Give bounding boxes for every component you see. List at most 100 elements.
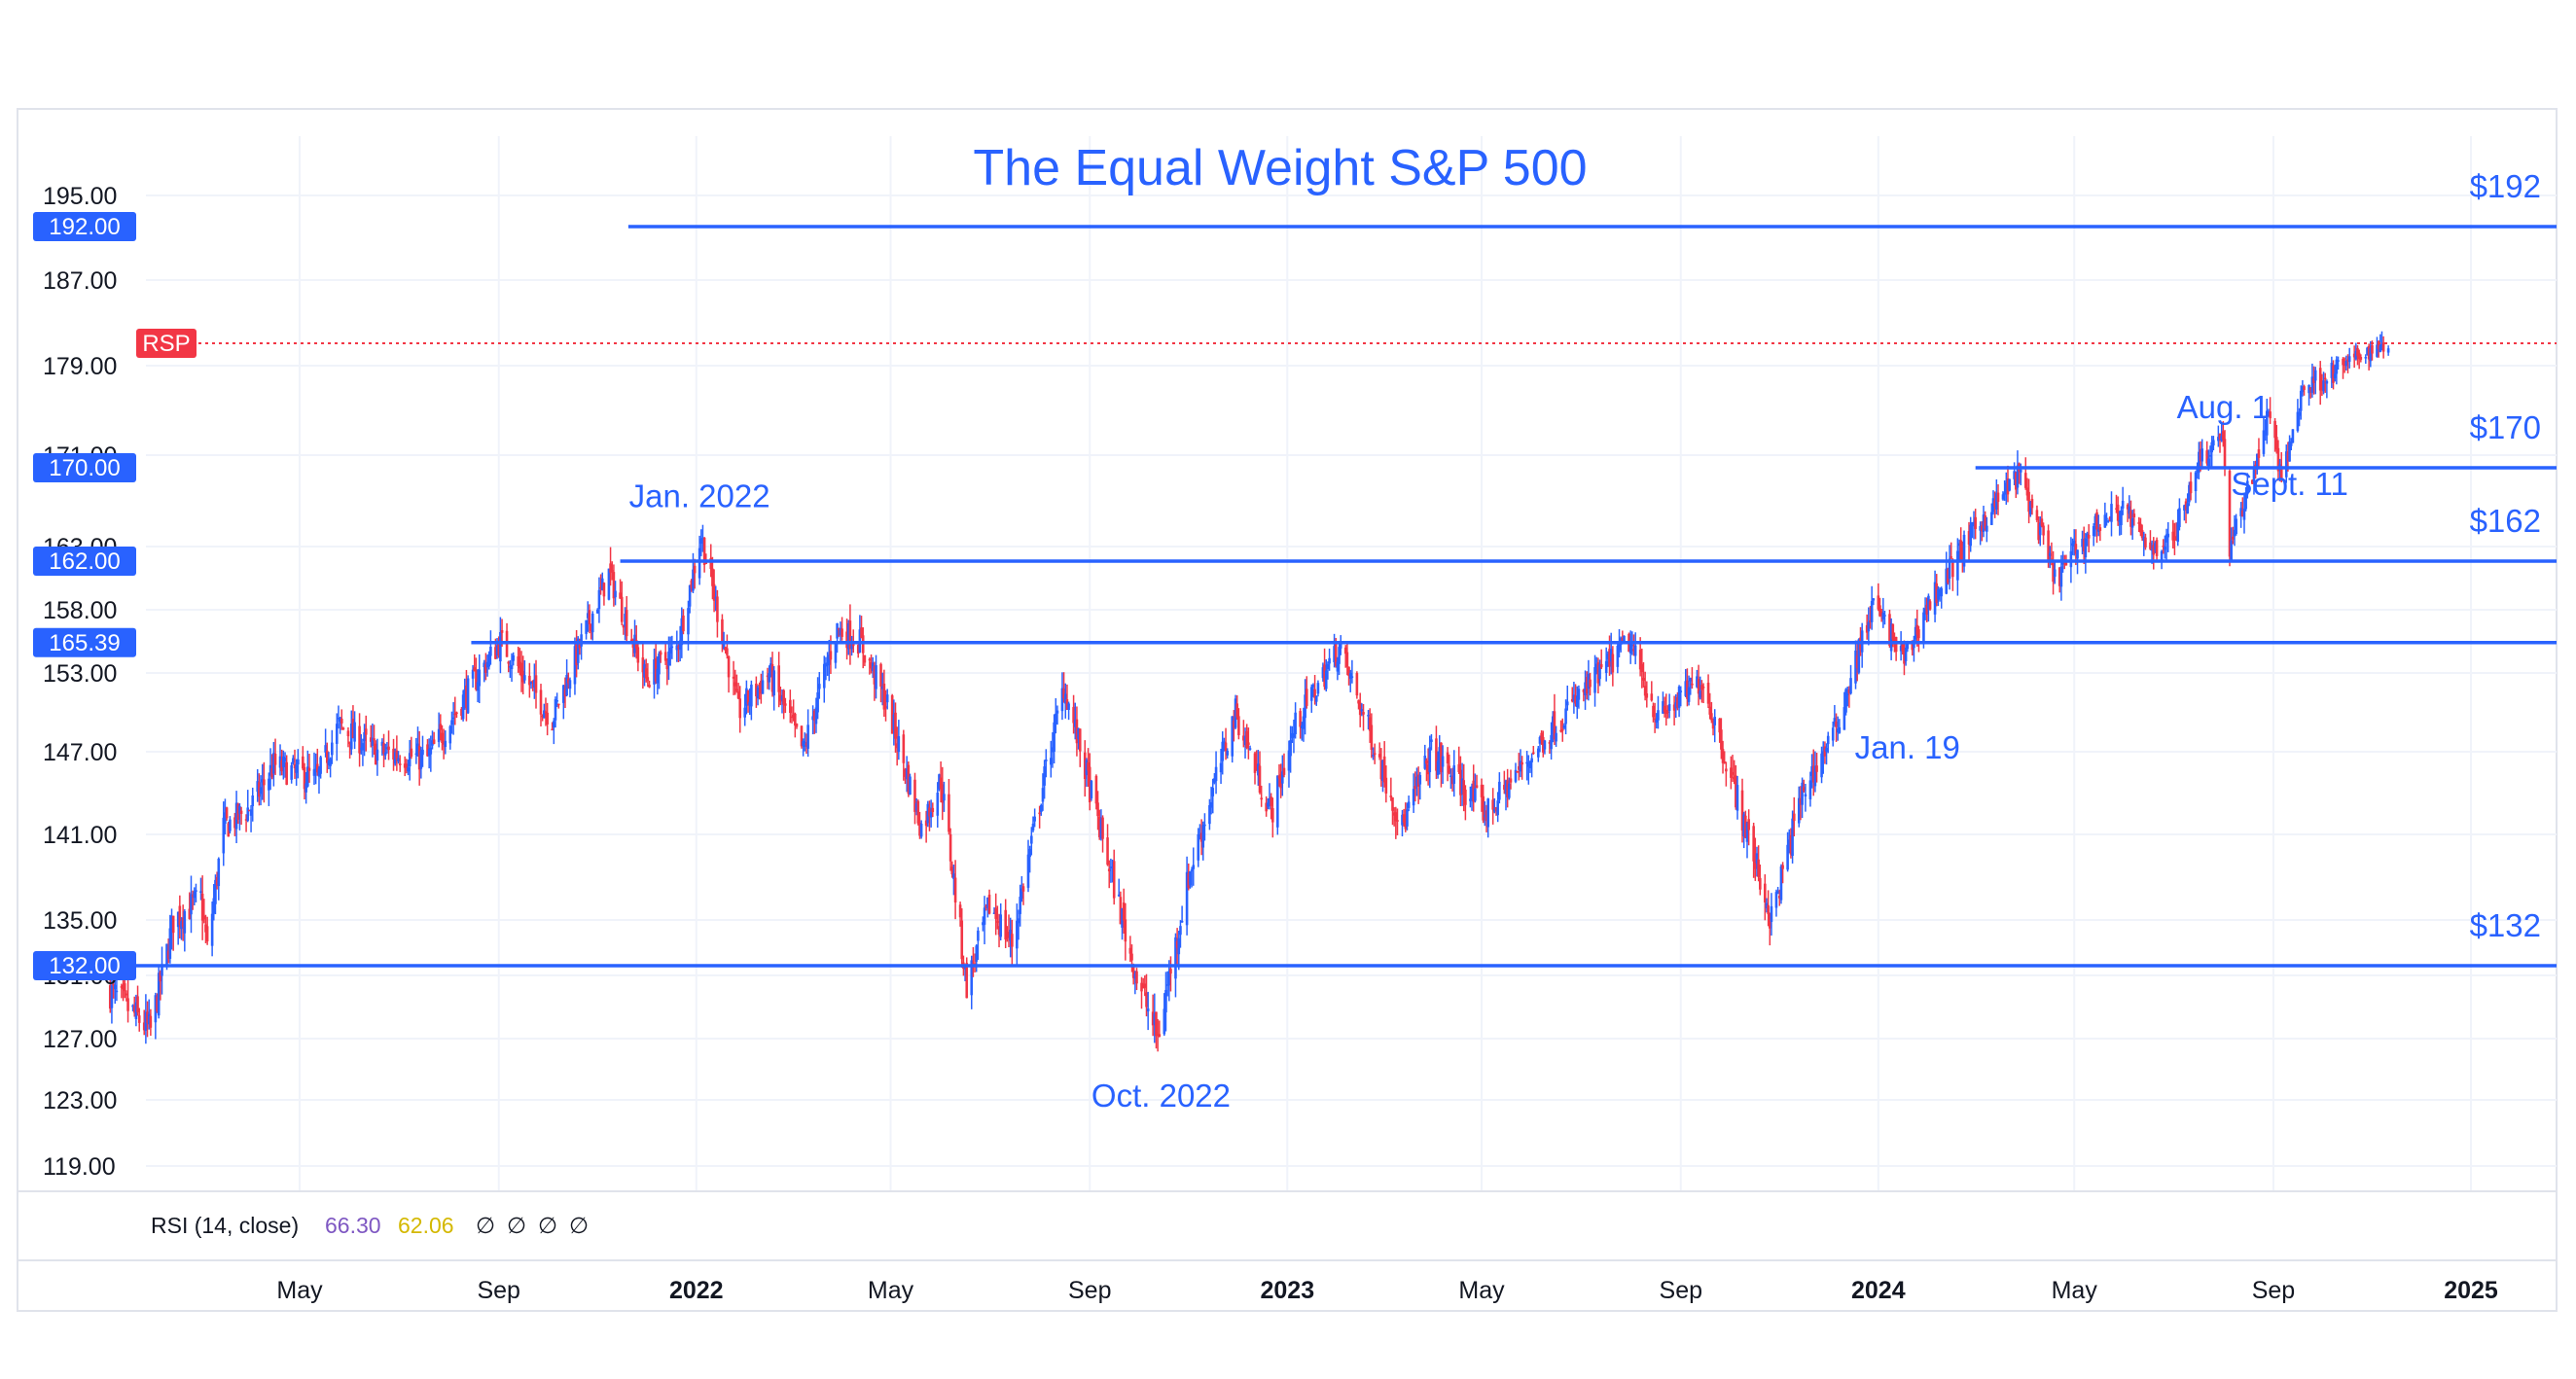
candle-body (2308, 387, 2312, 391)
candle-body (822, 663, 826, 689)
candle-body (1448, 765, 1451, 773)
candle-body (1404, 817, 1408, 830)
candle-body (1097, 817, 1101, 837)
candle-body (1067, 703, 1070, 710)
candle-body (1343, 647, 1347, 654)
candle-body (1917, 629, 1920, 639)
candle-body (588, 610, 591, 625)
candle-body (1551, 716, 1555, 735)
candle-body (1300, 725, 1304, 728)
candle-body (1486, 798, 1489, 828)
candle-body (1130, 953, 1133, 961)
candle-body (721, 619, 724, 644)
candle-body (863, 654, 867, 663)
candle-body (952, 873, 955, 879)
candle-body (1813, 765, 1817, 787)
candle-body (2333, 373, 2337, 378)
candle-body (170, 915, 173, 933)
candle-body (1982, 514, 1986, 532)
candle-body (1611, 654, 1615, 673)
annotation-label: Sept. 11 (2231, 466, 2347, 502)
candle-body (1525, 761, 1528, 764)
candle-body (144, 1011, 148, 1031)
candle-body (112, 984, 115, 986)
candle-body (1996, 492, 2000, 503)
candle-body (1187, 872, 1191, 889)
candle-body (1321, 667, 1325, 679)
candle-body (1903, 649, 1906, 664)
candle-body (512, 654, 516, 661)
candle-body (943, 794, 946, 801)
candle-body (1831, 727, 1835, 741)
candle-body (1527, 762, 1530, 767)
candle-body (1655, 719, 1659, 724)
candle-body (1967, 531, 1971, 545)
candle-body (1991, 498, 1995, 513)
candle-body (1531, 752, 1535, 755)
candle-body (1820, 753, 1823, 778)
candle-body (716, 596, 719, 622)
candle-body (1735, 775, 1737, 808)
candle-body (2288, 441, 2291, 462)
level-badge-label: 162.00 (49, 548, 120, 575)
candle-body (939, 777, 943, 790)
candle-body (1791, 818, 1794, 857)
candle-body (2359, 356, 2363, 360)
candle-body (509, 666, 512, 668)
candle-body (590, 613, 594, 633)
candle-body (1928, 601, 1932, 610)
candle-body (1305, 689, 1308, 706)
candle-body (1781, 865, 1784, 869)
candle-body (483, 662, 486, 668)
candle-body (154, 995, 158, 1023)
candle-body (2337, 360, 2340, 362)
candle-body (461, 694, 465, 720)
candle-body (190, 894, 193, 915)
candle-body (1543, 740, 1547, 750)
candle-body (1140, 982, 1143, 992)
candle-body (528, 675, 531, 686)
candle-body (363, 732, 366, 741)
candle-body (2246, 480, 2249, 495)
candle-body (975, 945, 979, 962)
candle-body (1242, 735, 1245, 741)
candle-body (1121, 907, 1124, 928)
candle-body (568, 680, 572, 690)
level-badge-label: 132.00 (49, 953, 120, 979)
candle-body (1630, 644, 1634, 647)
candle-body (732, 676, 735, 679)
candle-body (1504, 780, 1508, 795)
candle-body (1494, 806, 1498, 811)
candle-body (1564, 708, 1567, 725)
candle-body (2174, 536, 2178, 541)
candle-body (239, 810, 243, 814)
candle-body (1904, 647, 1908, 661)
candle-body (273, 753, 277, 765)
candle-body (987, 894, 991, 914)
candle-body (292, 758, 295, 763)
candle-body (519, 662, 523, 677)
candle-body (1979, 526, 1982, 531)
candle-body (2003, 492, 2006, 495)
rsi-extra-3: ∅ (538, 1213, 557, 1238)
candle-body (1051, 747, 1055, 753)
candle-body (380, 741, 384, 746)
candle-body (1491, 799, 1494, 810)
candle-body (1570, 698, 1574, 702)
candle-body (2166, 533, 2170, 538)
candle-body (2082, 539, 2086, 552)
chart-frame (17, 108, 2558, 1312)
candle-body (1038, 812, 1041, 815)
candle-body (489, 647, 492, 656)
candle-body (1174, 937, 1177, 979)
candle-body (2252, 468, 2256, 482)
candle-body (521, 670, 524, 683)
candle-body (1221, 741, 1225, 761)
candle-body (1993, 500, 1996, 507)
candle-body (1323, 664, 1326, 688)
x-tick-label: 2024 (1851, 1277, 1906, 1304)
candle-body (1302, 716, 1306, 729)
candle-body (1663, 705, 1666, 713)
candle-body (1203, 824, 1206, 827)
candle-body (2244, 493, 2247, 510)
